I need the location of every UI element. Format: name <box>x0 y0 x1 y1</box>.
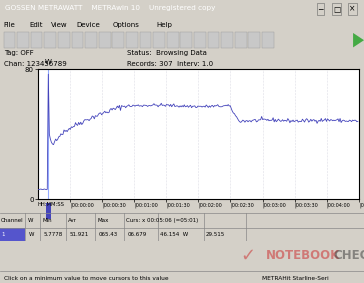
FancyBboxPatch shape <box>112 32 124 48</box>
Text: ✓: ✓ <box>240 247 255 265</box>
Text: |00:02:00: |00:02:00 <box>198 202 222 207</box>
Text: ×: × <box>349 5 356 14</box>
Text: 06.679: 06.679 <box>127 232 147 237</box>
Text: |00:00:00: |00:00:00 <box>70 202 94 207</box>
FancyBboxPatch shape <box>99 32 111 48</box>
Text: |00:02:30: |00:02:30 <box>230 202 254 207</box>
Text: |00:01:30: |00:01:30 <box>166 202 190 207</box>
FancyBboxPatch shape <box>58 32 70 48</box>
FancyBboxPatch shape <box>167 32 178 48</box>
FancyBboxPatch shape <box>72 32 83 48</box>
Text: Device: Device <box>76 22 100 28</box>
Text: Click on a minimum value to move cursors to this value: Click on a minimum value to move cursors… <box>4 276 168 281</box>
FancyBboxPatch shape <box>153 32 165 48</box>
Text: Channel: Channel <box>1 218 23 223</box>
FancyBboxPatch shape <box>4 32 15 48</box>
Text: 5.7778: 5.7778 <box>44 232 63 237</box>
Text: W: W <box>44 59 51 65</box>
FancyBboxPatch shape <box>235 32 246 48</box>
FancyBboxPatch shape <box>44 32 56 48</box>
Text: 46.154  W: 46.154 W <box>160 232 189 237</box>
Text: |00:03:30: |00:03:30 <box>295 202 318 207</box>
FancyBboxPatch shape <box>31 32 43 48</box>
Text: Curs: x 00:05:06 (=05:01): Curs: x 00:05:06 (=05:01) <box>126 218 198 223</box>
FancyBboxPatch shape <box>181 32 192 48</box>
Text: File: File <box>4 22 15 28</box>
Bar <box>46 203 51 219</box>
Text: |00:04:30: |00:04:30 <box>359 202 364 207</box>
Text: Edit: Edit <box>29 22 43 28</box>
FancyBboxPatch shape <box>126 32 138 48</box>
Text: Max: Max <box>97 218 108 223</box>
FancyBboxPatch shape <box>249 32 260 48</box>
Text: GOSSEN METRAWATT    METRAwin 10    Unregistered copy: GOSSEN METRAWATT METRAwin 10 Unregistere… <box>5 5 216 11</box>
FancyBboxPatch shape <box>140 32 151 48</box>
Text: 29.515: 29.515 <box>206 232 225 237</box>
Text: Tag: OFF: Tag: OFF <box>4 50 33 56</box>
FancyBboxPatch shape <box>194 32 206 48</box>
Text: NOTEBOOK: NOTEBOOK <box>266 249 340 262</box>
Text: Avr: Avr <box>68 218 77 223</box>
Text: W: W <box>29 232 35 237</box>
Text: Options: Options <box>113 22 140 28</box>
Text: View: View <box>51 22 68 28</box>
Text: |00:03:00: |00:03:00 <box>262 202 286 207</box>
Text: W: W <box>28 218 33 223</box>
Text: □: □ <box>333 5 340 14</box>
Text: ─: ─ <box>318 5 323 14</box>
FancyBboxPatch shape <box>221 32 233 48</box>
Text: CHECK: CHECK <box>333 249 364 262</box>
Bar <box>0 228 25 241</box>
Text: Chan: 123456789: Chan: 123456789 <box>4 61 66 67</box>
Text: 1: 1 <box>2 232 5 237</box>
Text: |00:00:30: |00:00:30 <box>102 202 126 207</box>
Text: METRAHit Starline-Seri: METRAHit Starline-Seri <box>262 276 329 281</box>
Text: HH:MM:SS: HH:MM:SS <box>38 202 65 207</box>
Text: 51.921: 51.921 <box>69 232 88 237</box>
FancyBboxPatch shape <box>208 32 219 48</box>
Text: Help: Help <box>157 22 173 28</box>
FancyBboxPatch shape <box>262 32 274 48</box>
Text: Records: 307  Interv: 1.0: Records: 307 Interv: 1.0 <box>127 61 214 67</box>
FancyBboxPatch shape <box>17 32 29 48</box>
Text: |00:01:00: |00:01:00 <box>134 202 158 207</box>
FancyBboxPatch shape <box>85 32 97 48</box>
Text: Min: Min <box>43 218 52 223</box>
Text: 065.43: 065.43 <box>98 232 118 237</box>
Text: Status:  Browsing Data: Status: Browsing Data <box>127 50 207 56</box>
Text: |00:04:00: |00:04:00 <box>327 202 351 207</box>
Polygon shape <box>353 33 364 48</box>
